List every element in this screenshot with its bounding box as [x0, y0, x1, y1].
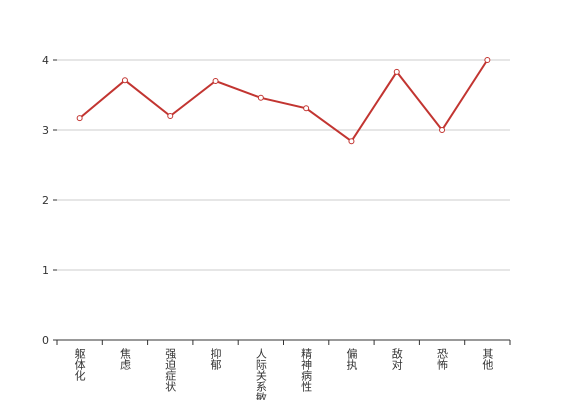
x-tick-label: 人际关系敏感: [254, 348, 267, 400]
point: [393, 68, 400, 75]
x-tick-label: 躯体化: [73, 348, 86, 382]
point: [348, 138, 355, 145]
point: [167, 113, 174, 119]
y-tick-label: 2: [42, 194, 49, 207]
point: [439, 127, 446, 133]
x-tick-label: 抑郁: [209, 347, 222, 370]
x-tick-label: 精神病性: [300, 348, 313, 393]
x-tick-label: 偏执: [345, 347, 358, 371]
y-tick-label: 1: [42, 264, 49, 277]
point: [484, 57, 491, 63]
point: [257, 94, 264, 101]
point: [121, 77, 128, 84]
x-tick-label: 敌对: [390, 347, 403, 370]
y-tick-label: 4: [42, 54, 49, 67]
y-tick-label: 0: [42, 334, 49, 347]
y-tick-label: 3: [42, 124, 49, 137]
point: [303, 105, 310, 112]
x-tick-label: 焦虑: [118, 348, 131, 370]
x-tick-label: 强迫症状: [164, 348, 177, 392]
point: [76, 115, 83, 122]
x-tick-label: 恐怖: [436, 348, 449, 370]
line: [79, 59, 489, 143]
x-tick-label: 其他: [481, 348, 494, 370]
point: [212, 78, 219, 84]
